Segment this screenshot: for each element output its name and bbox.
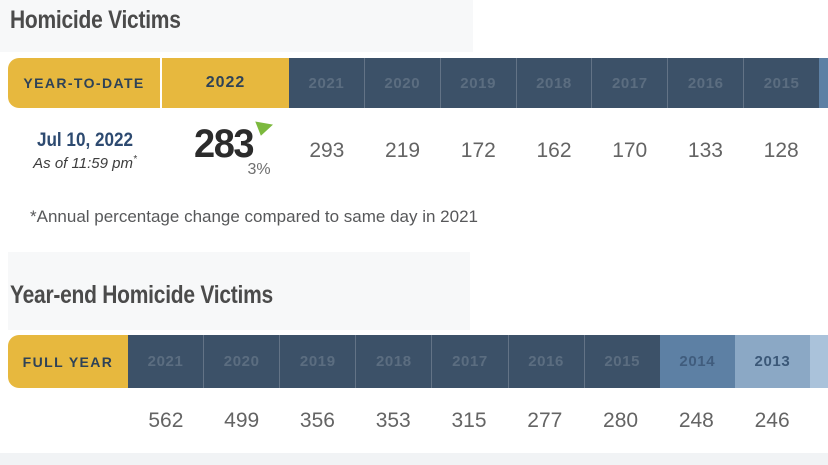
ytd-value-2021: 293 (309, 139, 345, 162)
yearend-value-2014: 248 (678, 408, 714, 432)
ytd-asof: As of 11:59 pm* (8, 154, 162, 172)
ytd-year-header-2019: 2019 (440, 58, 517, 108)
decrease-arrow-icon (252, 121, 273, 137)
yearend-table-header-row: FULL YEAR 2021 2020 2019 2018 2017 2016 2015 20… (8, 335, 828, 388)
ytd-date: Jul 10, 2022 (36, 130, 134, 151)
ytd-change-pct: 3% (247, 160, 271, 178)
section1-title: Homicide Victims (10, 6, 181, 34)
ytd-values-row: Jul 10, 2022 As of 11:59 pm* 283 3% 293 2… (8, 108, 828, 194)
ytd-year-header-2016: 2016 (668, 58, 745, 108)
ytd-year-header-2020: 2020 (364, 58, 441, 108)
yearend-year-header-2019: 2019 (280, 335, 357, 388)
yearend-value-2018: 353 (375, 408, 411, 432)
ytd-row-label: YEAR-TO-DATE (8, 58, 162, 108)
yearend-year-values: 562 499 356 353 315 277 280 248 246 (128, 409, 810, 433)
ytd-year-header-2018: 2018 (516, 58, 593, 108)
yearend-year-header-2013: 2013 (734, 335, 810, 388)
ytd-value-2015: 128 (763, 139, 799, 162)
ytd-table-card: YEAR-TO-DATE 2022 2021 2020 2019 2018 2017 20… (8, 52, 828, 252)
yearend-value-2016: 277 (527, 408, 563, 432)
ytd-year-values: 293 219 172 162 170 133 128 (289, 139, 819, 163)
yearend-value-2021: 562 (148, 408, 184, 432)
yearend-row-label: FULL YEAR (8, 335, 128, 388)
ytd-value-2018: 162 (536, 139, 572, 162)
ytd-asof-asterisk: * (132, 154, 137, 165)
yearend-value-2015: 280 (603, 408, 639, 432)
yearend-table-card: FULL YEAR 2021 2020 2019 2018 2017 2016 2015 20… (8, 330, 828, 453)
ytd-header-edge-sliver (819, 58, 828, 108)
ytd-asof-text: As of 11:59 pm (33, 155, 133, 172)
ytd-year-header-2015: 2015 (744, 58, 820, 108)
yearend-year-header-2017: 2017 (432, 335, 509, 388)
ytd-year-headers: 2021 2020 2019 2018 2017 2016 2015 (289, 58, 820, 108)
ytd-current-value-cell: 283 3% (162, 121, 289, 179)
yearend-year-header-2015: 2015 (584, 335, 660, 388)
ytd-table-header-row: YEAR-TO-DATE 2022 2021 2020 2019 2018 2017 20… (8, 58, 828, 108)
ytd-value-2019: 172 (460, 139, 496, 162)
page-background-bottom (0, 453, 828, 465)
ytd-year-header-2017: 2017 (592, 58, 669, 108)
yearend-value-2017: 315 (451, 408, 487, 432)
yearend-value-2013: 246 (754, 408, 790, 432)
yearend-year-header-2016: 2016 (508, 335, 585, 388)
page-background-top (0, 0, 473, 52)
yearend-header-edge-sliver (810, 335, 828, 388)
yearend-year-header-2020: 2020 (204, 335, 281, 388)
yearend-values-row: 562 499 356 353 315 277 280 248 246 (8, 389, 828, 452)
yearend-year-header-2021: 2021 (128, 335, 205, 388)
ytd-value-2017: 170 (612, 139, 648, 162)
ytd-current-year-header: 2022 (162, 58, 289, 108)
yearend-value-2020: 499 (224, 408, 260, 432)
ytd-year-header-2021: 2021 (289, 58, 365, 108)
section2-title: Year-end Homicide Victims (10, 281, 273, 309)
page-background-middle (8, 252, 470, 330)
yearend-year-header-2014: 2014 (659, 335, 735, 388)
yearend-year-headers: 2021 2020 2019 2018 2017 2016 2015 2014 2013 (128, 335, 810, 388)
ytd-date-cell: Jul 10, 2022 As of 11:59 pm* (8, 130, 162, 172)
yearend-value-2019: 356 (299, 408, 335, 432)
ytd-value-2016: 133 (687, 139, 723, 162)
ytd-footnote: *Annual percentage change compared to sa… (30, 207, 478, 226)
ytd-current-value: 283 (194, 121, 255, 166)
yearend-year-header-2018: 2018 (356, 335, 433, 388)
ytd-value-2020: 219 (385, 139, 421, 162)
